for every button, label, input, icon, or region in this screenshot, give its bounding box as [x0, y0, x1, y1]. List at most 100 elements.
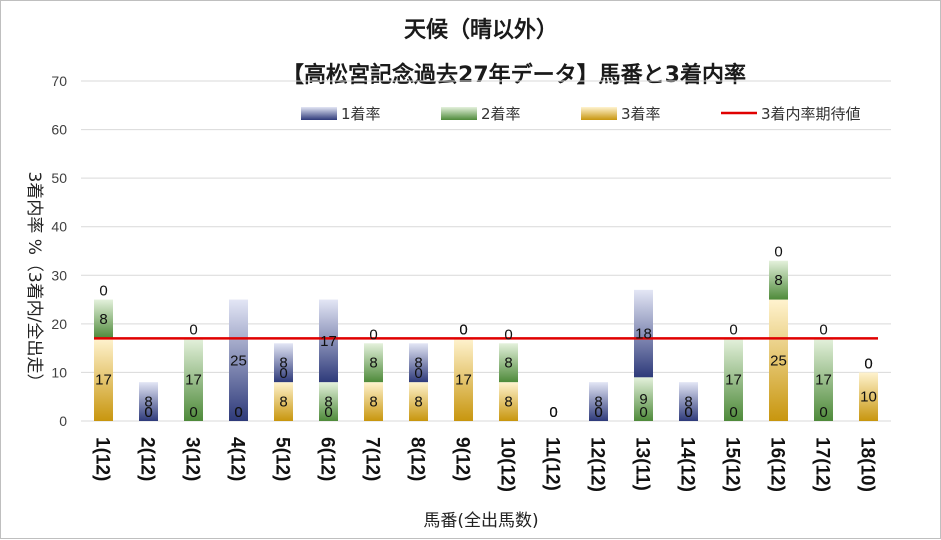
gridlines	[81, 80, 891, 422]
data-label: 17	[815, 372, 832, 389]
data-label: 0	[144, 404, 152, 421]
y-tick-label: 10	[51, 364, 67, 380]
x-category-label: 5(12)	[272, 437, 293, 481]
x-category-label: 11(12)	[542, 437, 563, 491]
x-category-label: 15(12)	[722, 437, 743, 492]
data-label: 0	[774, 244, 782, 261]
x-category-label: 17(12)	[812, 437, 833, 492]
data-label: 0	[459, 321, 467, 338]
bar-segment	[319, 299, 338, 383]
data-label: 10	[860, 389, 877, 406]
data-label: 8	[99, 311, 107, 328]
data-label: 0	[729, 321, 737, 338]
legend-swatch	[441, 107, 477, 120]
chart-title: 天候（晴以外）	[404, 17, 558, 43]
data-label: 0	[414, 365, 422, 382]
x-axis-title: 馬番(全出馬数)	[423, 511, 538, 531]
data-label: 18	[635, 326, 652, 343]
data-label: 0	[279, 365, 287, 382]
x-category-label: 14(12)	[677, 437, 698, 492]
data-label: 0	[549, 404, 557, 421]
data-label: 25	[770, 352, 787, 369]
data-label: 8	[504, 355, 512, 372]
legend-label: 2着率	[481, 105, 521, 123]
x-category-label: 8(12)	[407, 437, 428, 481]
bar-segment	[139, 382, 158, 421]
data-label: 8	[414, 394, 422, 411]
bar-segment	[859, 372, 878, 421]
data-label: 0	[684, 404, 692, 421]
chart-subtitle: 【高松宮記念過去27年データ】馬番と3着内率	[282, 62, 746, 88]
data-label: 0	[639, 404, 647, 421]
data-label: 0	[234, 404, 242, 421]
data-label: 0	[189, 321, 197, 338]
legend-label: 3着内率期待値	[761, 105, 861, 123]
y-tick-label: 30	[51, 267, 67, 283]
bar-segment	[769, 299, 788, 421]
data-label: 0	[594, 404, 602, 421]
bar-segment	[724, 338, 743, 421]
data-label: 17	[725, 372, 742, 389]
data-label: 8	[144, 394, 152, 411]
data-label: 8	[684, 394, 692, 411]
bar-segment	[94, 299, 113, 339]
bar-segment	[184, 338, 203, 421]
data-label: 0	[189, 404, 197, 421]
x-category-label: 10(12)	[497, 437, 518, 492]
data-label: 9	[639, 391, 647, 408]
data-label: 8	[369, 394, 377, 411]
x-category-label: 13(11)	[632, 437, 653, 491]
x-category-label: 9(12)	[452, 437, 473, 481]
data-label: 17	[455, 372, 472, 389]
y-axis-title: 3着内率 %（3着内/全出走）	[24, 172, 44, 391]
y-tick-label: 50	[51, 170, 67, 186]
legend: 1着率 2着率 3着率 3着内率期待値	[301, 105, 861, 123]
legend-swatch	[301, 107, 337, 120]
x-category-label: 6(12)	[317, 437, 338, 481]
data-label: 8	[369, 355, 377, 372]
data-label: 8	[774, 272, 782, 289]
data-label: 8	[324, 394, 332, 411]
bar-segment	[634, 289, 653, 378]
data-label: 0	[549, 404, 557, 421]
data-label: 17	[95, 372, 112, 389]
data-label: 8	[504, 394, 512, 411]
y-tick-label: 70	[51, 73, 67, 89]
data-label: 0	[729, 404, 737, 421]
legend-label: 1着率	[341, 105, 381, 123]
bar-segment	[274, 343, 293, 383]
bar-segment	[274, 382, 293, 421]
data-label: 0	[819, 404, 827, 421]
data-label: 0	[324, 404, 332, 421]
data-label: 25	[230, 352, 247, 369]
data-label: 0	[99, 283, 107, 300]
bar-segment	[679, 382, 698, 421]
legend-swatch	[581, 107, 617, 120]
x-category-label: 16(12)	[767, 437, 788, 492]
y-tick-label: 20	[51, 316, 67, 332]
x-category-label: 1(12)	[92, 437, 113, 481]
bar-segment	[319, 382, 338, 421]
bar-segment	[229, 299, 248, 421]
data-label: 17	[320, 333, 337, 350]
data-label: 0	[549, 404, 557, 421]
x-category-label: 4(12)	[227, 437, 248, 481]
bars	[94, 260, 878, 421]
data-label: 8	[279, 394, 287, 411]
bar-segment	[364, 382, 383, 421]
data-label: 0	[684, 404, 692, 421]
data-label: 8	[414, 355, 422, 372]
bar-segment	[94, 338, 113, 421]
data-label: 17	[185, 372, 202, 389]
data-label: 0	[234, 404, 242, 421]
data-label: 8	[594, 394, 602, 411]
y-axis-ticks: 0 10 20 30 40 50 60 70	[51, 73, 67, 429]
bar-segment	[364, 343, 383, 383]
bar-segment	[454, 338, 473, 421]
data-label: 0	[864, 355, 872, 372]
y-tick-label: 0	[59, 413, 67, 429]
bar-segment	[769, 260, 788, 300]
